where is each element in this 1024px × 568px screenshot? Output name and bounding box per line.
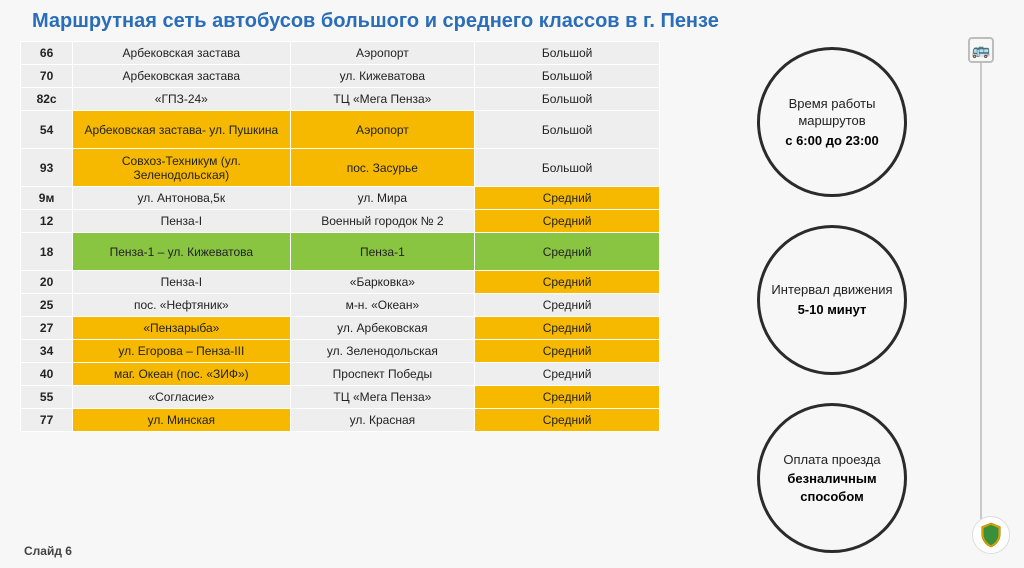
route-cell: Пенза-1	[290, 233, 475, 271]
route-cell: «Барковка»	[290, 271, 475, 294]
route-cell: ул. Минская	[73, 409, 290, 432]
route-cell: Большой	[475, 88, 660, 111]
route-cell: Средний	[475, 386, 660, 409]
route-number-cell: 93	[21, 149, 73, 187]
table-row: 20Пенза-I«Барковка»Средний	[21, 271, 660, 294]
route-cell: Средний	[475, 233, 660, 271]
route-cell: ул. Егорова – Пенза-III	[73, 340, 290, 363]
route-cell: Арбековская застава	[73, 65, 290, 88]
route-cell: пос. «Нефтяник»	[73, 294, 290, 317]
route-number-cell: 54	[21, 111, 73, 149]
route-cell: ул. Антонова,5к	[73, 187, 290, 210]
content-area: 66Арбековская заставаАэропортБольшой70Ар…	[0, 41, 1024, 553]
route-cell: Большой	[475, 42, 660, 65]
table-row: 40маг. Океан (пос. «ЗИФ»)Проспект Победы…	[21, 363, 660, 386]
route-cell: ТЦ «Мега Пенза»	[290, 88, 475, 111]
routes-table: 66Арбековская заставаАэропортБольшой70Ар…	[20, 41, 660, 432]
table-row: 66Арбековская заставаАэропортБольшой	[21, 42, 660, 65]
route-number-cell: 25	[21, 294, 73, 317]
timeline-line	[980, 51, 982, 531]
route-cell: «Согласие»	[73, 386, 290, 409]
route-number-cell: 34	[21, 340, 73, 363]
info-interval-label: Интервал движения	[771, 281, 892, 299]
slide-number: Слайд 6	[24, 544, 72, 558]
table-row: 12Пенза-IВоенный городок № 2Средний	[21, 210, 660, 233]
route-cell: Средний	[475, 210, 660, 233]
route-number-cell: 70	[21, 65, 73, 88]
table-row: 18Пенза-1 – ул. КижеватоваПенза-1Средний	[21, 233, 660, 271]
route-cell: маг. Океан (пос. «ЗИФ»)	[73, 363, 290, 386]
table-row: 34ул. Егорова – Пенза-IIIул. Зеленодольс…	[21, 340, 660, 363]
route-cell: ул. Зеленодольская	[290, 340, 475, 363]
route-cell: Арбековская застава	[73, 42, 290, 65]
route-cell: Аэропорт	[290, 111, 475, 149]
info-circle-hours: Время работы маршрутов с 6:00 до 23:00	[757, 47, 907, 197]
route-cell: ул. Кижеватова	[290, 65, 475, 88]
route-number-cell: 27	[21, 317, 73, 340]
route-cell: Средний	[475, 187, 660, 210]
info-circle-interval: Интервал движения 5-10 минут	[757, 225, 907, 375]
table-row: 55«Согласие»ТЦ «Мега Пенза»Средний	[21, 386, 660, 409]
route-number-cell: 18	[21, 233, 73, 271]
route-cell: Большой	[475, 111, 660, 149]
route-cell: Большой	[475, 65, 660, 88]
info-column: 🚌 Время работы маршрутов с 6:00 до 23:00…	[660, 41, 1004, 553]
table-row: 25пос. «Нефтяник»м-н. «Океан»Средний	[21, 294, 660, 317]
route-number-cell: 55	[21, 386, 73, 409]
route-cell: Совхоз-Техникум (ул. Зеленодольская)	[73, 149, 290, 187]
route-cell: Средний	[475, 271, 660, 294]
table-row: 54Арбековская застава- ул. ПушкинаАэропо…	[21, 111, 660, 149]
table-row: 77ул. Минскаяул. КраснаяСредний	[21, 409, 660, 432]
bus-icon: 🚌	[968, 37, 994, 63]
route-number-cell: 20	[21, 271, 73, 294]
route-cell: Средний	[475, 317, 660, 340]
info-payment-label: Оплата проезда	[783, 451, 880, 469]
routes-table-wrap: 66Арбековская заставаАэропортБольшой70Ар…	[20, 41, 660, 553]
route-cell: пос. Засурье	[290, 149, 475, 187]
info-payment-value: безналичным способом	[768, 470, 896, 505]
info-circle-payment: Оплата проезда безналичным способом	[757, 403, 907, 553]
route-cell: Проспект Победы	[290, 363, 475, 386]
route-cell: Арбековская застава- ул. Пушкина	[73, 111, 290, 149]
route-cell: м-н. «Океан»	[290, 294, 475, 317]
table-row: 27«Пензарыба»ул. АрбековскаяСредний	[21, 317, 660, 340]
info-interval-value: 5-10 минут	[798, 301, 867, 319]
route-cell: ул. Красная	[290, 409, 475, 432]
route-cell: Средний	[475, 340, 660, 363]
table-row: 93Совхоз-Техникум (ул. Зеленодольская)по…	[21, 149, 660, 187]
route-cell: Пенза-1 – ул. Кижеватова	[73, 233, 290, 271]
route-cell: «ГПЗ-24»	[73, 88, 290, 111]
route-cell: ул. Мира	[290, 187, 475, 210]
table-row: 9мул. Антонова,5кул. МираСредний	[21, 187, 660, 210]
table-row: 70Арбековская заставаул. КижеватоваБольш…	[21, 65, 660, 88]
route-number-cell: 66	[21, 42, 73, 65]
route-number-cell: 82с	[21, 88, 73, 111]
route-cell: «Пензарыба»	[73, 317, 290, 340]
table-row: 82с«ГПЗ-24»ТЦ «Мега Пенза»Большой	[21, 88, 660, 111]
info-hours-value: с 6:00 до 23:00	[785, 132, 879, 150]
info-hours-label: Время работы маршрутов	[768, 95, 896, 130]
route-cell: Средний	[475, 409, 660, 432]
route-number-cell: 40	[21, 363, 73, 386]
route-cell: Пенза-I	[73, 210, 290, 233]
route-number-cell: 77	[21, 409, 73, 432]
emblem-icon	[972, 516, 1010, 554]
route-number-cell: 12	[21, 210, 73, 233]
page-title: Маршрутная сеть автобусов большого и сре…	[0, 0, 1024, 41]
route-cell: ТЦ «Мега Пенза»	[290, 386, 475, 409]
route-cell: Военный городок № 2	[290, 210, 475, 233]
route-cell: ул. Арбековская	[290, 317, 475, 340]
route-cell: Средний	[475, 294, 660, 317]
route-cell: Пенза-I	[73, 271, 290, 294]
route-cell: Большой	[475, 149, 660, 187]
route-cell: Средний	[475, 363, 660, 386]
route-number-cell: 9м	[21, 187, 73, 210]
route-cell: Аэропорт	[290, 42, 475, 65]
